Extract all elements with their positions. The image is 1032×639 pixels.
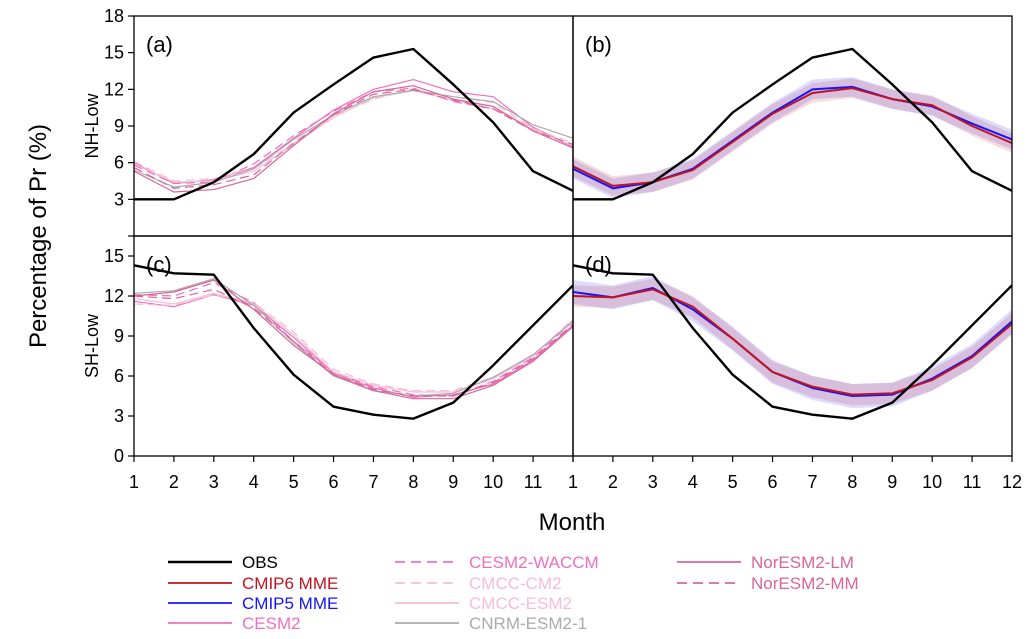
series-line-obs: [133, 264, 574, 420]
x-tick-label: 2: [608, 472, 618, 492]
legend-label: CMIP5 MME: [242, 594, 338, 613]
y-tick-label: 3: [114, 189, 124, 209]
legend-item-cnrm-esm2-1: CNRM-ESM2-1: [395, 614, 587, 633]
x-tick-label: 11: [524, 472, 543, 492]
x-tick-label: 4: [249, 472, 259, 492]
x-tick-label: 10: [483, 472, 503, 492]
x-tick-label: 3: [648, 472, 658, 492]
legend-item-cmcc-cm2: CMCC-CM2: [395, 574, 562, 593]
panel-frame: [572, 15, 1013, 237]
legend-label: CESM2: [242, 614, 301, 633]
x-tick-label: 1: [568, 472, 578, 492]
x-tick-label: 12: [1002, 472, 1022, 492]
legend-label: CMCC-CM2: [469, 574, 562, 593]
x-tick-label: 8: [408, 472, 418, 492]
x-tick-label: 10: [922, 472, 942, 492]
panel-b: (b): [572, 15, 1013, 237]
panel-label: (d): [585, 252, 612, 277]
y-tick-label: 6: [114, 153, 124, 173]
panel-d: (d)1 2 3 4 5 6 7 8 9 10 11 12: [568, 235, 1022, 492]
legend-item-cmip6-mme: CMIP6 MME: [168, 574, 338, 593]
legend-label: OBS: [242, 553, 278, 572]
x-tick-label: 11: [963, 472, 982, 492]
legend-label: NorESM2-LM: [751, 553, 854, 572]
x-tick-label: 2: [169, 472, 179, 492]
series-line-noresm2-lm: [133, 279, 574, 400]
legend-label: NorESM2-MM: [751, 574, 859, 593]
series-line-noresm2-mm: [133, 288, 574, 397]
x-tick-label: 9: [448, 472, 458, 492]
legend-item-cesm2: CESM2: [168, 614, 301, 633]
y-tick-label: 18: [104, 6, 124, 26]
x-tick-label: 6: [329, 472, 339, 492]
band-cmip6-mme: [573, 278, 1012, 406]
series-line-noresm2-lm: [133, 85, 574, 193]
series-line-cnrm-esm2-1: [133, 278, 574, 397]
y-tick-label: 3: [114, 406, 124, 426]
series-line-cmip6-mme: [572, 288, 1013, 396]
x-tick-label: 1: [129, 472, 139, 492]
series-line-cesm2: [133, 78, 574, 185]
x-tick-label: 5: [728, 472, 738, 492]
series-line-cmcc-esm2: [133, 292, 574, 393]
panel-label: (c): [146, 252, 172, 277]
y-tick-label: 9: [114, 116, 124, 136]
legend-item-cmip5-mme: CMIP5 MME: [168, 594, 338, 613]
row-label-sh-low: SH-Low: [82, 313, 102, 378]
row-label-nh-low: NH-Low: [82, 92, 102, 158]
panel-a: (a) 3 6 9 12 15 18: [104, 6, 574, 237]
y-tick-label: 15: [104, 246, 124, 266]
legend-label: CMCC-ESM2: [469, 594, 572, 613]
x-tick-label: 6: [768, 472, 778, 492]
band-cmip6-mme: [573, 78, 1012, 196]
x-tick-label: 8: [847, 472, 857, 492]
x-tick-label: 7: [368, 472, 378, 492]
legend-item-cesm2-waccm: CESM2-WACCM: [395, 553, 599, 572]
y-tick-label: 6: [114, 366, 124, 386]
x-tick-label: 3: [209, 472, 219, 492]
legend-item-obs: OBS: [168, 553, 278, 572]
x-tick-label: 9: [887, 472, 897, 492]
series-line-cmip6-mme: [572, 87, 1013, 187]
series-line-obs: [134, 47, 574, 201]
x-axis-label: Month: [539, 509, 606, 536]
legend-label: CESM2-WACCM: [469, 553, 599, 572]
legend-item-noresm2-mm: NorESM2-MM: [677, 574, 859, 593]
panel-frame: [572, 235, 1013, 457]
x-tick-label: 5: [289, 472, 299, 492]
y-tick-label: 0: [114, 446, 124, 466]
band-cmip5-mme: [573, 276, 1012, 408]
y-tick-label: 12: [104, 286, 124, 306]
series-line-obs: [573, 47, 1013, 201]
legend-item-cmcc-esm2: CMCC-ESM2: [395, 594, 572, 613]
series-line-cesm2-waccm: [133, 282, 574, 397]
legend-label: CMIP6 MME: [242, 574, 338, 593]
panel-label: (b): [585, 32, 612, 57]
legend-label: CNRM-ESM2-1: [469, 614, 587, 633]
series-line-cnrm-esm2-1: [133, 89, 574, 188]
series-line-obs: [572, 264, 1013, 420]
legend-item-noresm2-lm: NorESM2-LM: [677, 553, 854, 572]
panel-frame: [133, 15, 574, 237]
x-tick-label: 7: [807, 472, 817, 492]
panel-label: (a): [146, 32, 173, 57]
band-cmip5-mme: [573, 77, 1012, 199]
y-axis-label: Percentage of Pr (%): [25, 124, 52, 348]
y-tick-label: 15: [104, 43, 124, 63]
y-tick-label: 12: [104, 79, 124, 99]
panel-frame: [133, 235, 574, 457]
x-tick-label: 4: [688, 472, 698, 492]
series-line-cmcc-esm2: [133, 89, 574, 183]
y-tick-label: 9: [114, 326, 124, 346]
series-line-cesm2: [133, 294, 574, 398]
